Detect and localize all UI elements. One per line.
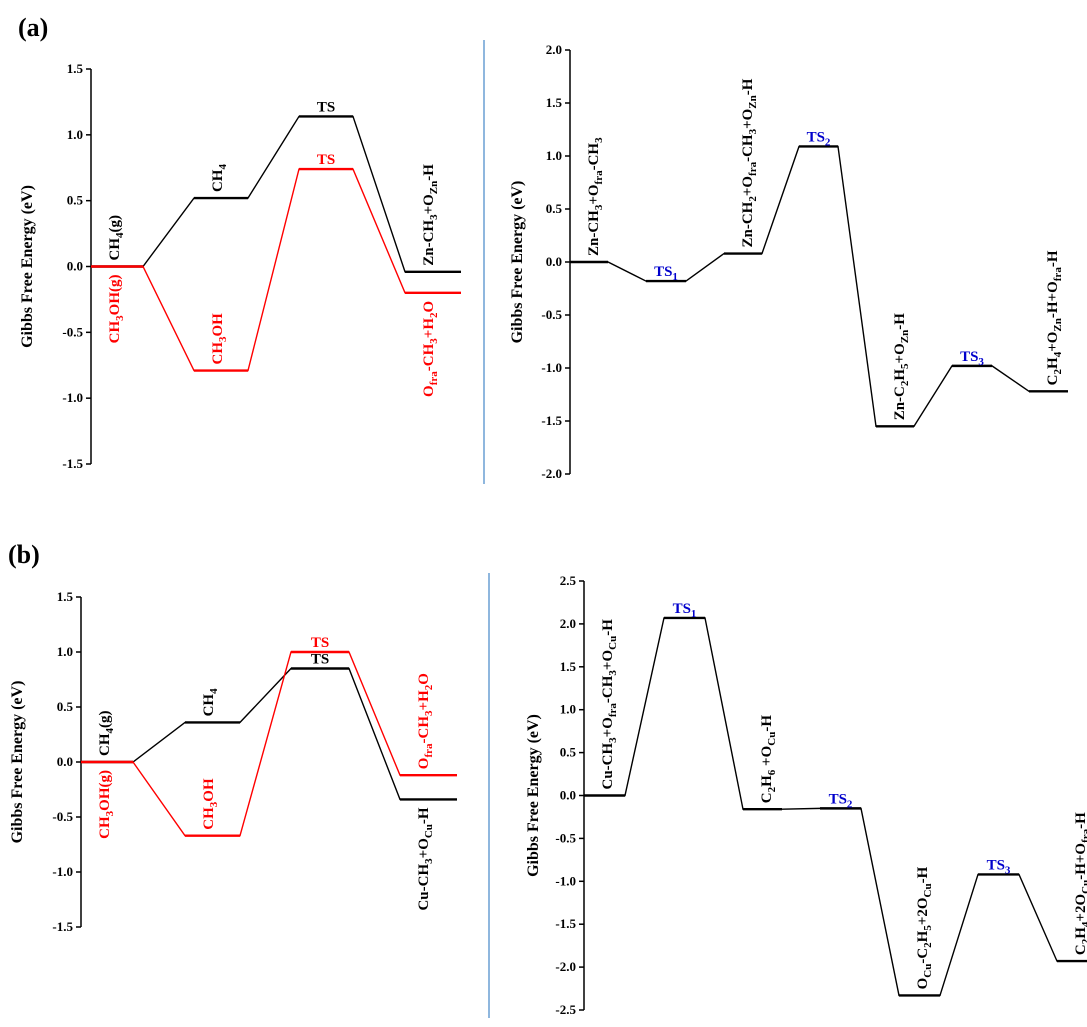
y-tick-label: 0.5 <box>560 745 577 760</box>
y-tick-label: -1.0 <box>62 390 83 405</box>
level-label: CH3OH <box>201 778 220 830</box>
y-tick-label: 0.0 <box>560 788 576 803</box>
y-tick-label: 0.0 <box>546 254 562 269</box>
series-black: Cu-CH3+Ofra-CH3+OCu-H TS1 C2H6 +OCu-H TS2 OC… <box>584 601 1087 997</box>
level-label: TS2 <box>829 791 853 810</box>
chart-3: (b) 1.5 1.0 0.5 0.0 -0.5 -1.0 -1.5 Gibbs Free En… <box>8 540 457 934</box>
y-tick-label: 0.5 <box>546 201 563 216</box>
level-label: Ofra-CH3+H2O <box>421 301 440 397</box>
y-tick-label: 1.0 <box>546 148 562 163</box>
level-label: TS <box>317 152 335 168</box>
series-red: CH3OH(g) CH3OH TS Ofra-CH3+H2O <box>81 635 457 839</box>
y-tick-label: 0.0 <box>57 754 73 769</box>
reaction-path <box>91 168 461 372</box>
y-tick-label: 1.5 <box>560 659 577 674</box>
panel-label: (b) <box>8 540 40 569</box>
level-label: TS <box>311 652 329 668</box>
y-tick-label: -0.5 <box>62 324 83 339</box>
level-label: TS3 <box>987 857 1011 876</box>
series-black: CH4(g) CH4 TS Cu-CH3+OCu-H <box>81 652 457 911</box>
y-tick-label: -1.0 <box>52 864 73 879</box>
level-label: CH3OH(g) <box>97 770 116 839</box>
reaction-path <box>91 115 461 273</box>
y-tick-label: 1.0 <box>57 644 73 659</box>
y-tick-label: 1.5 <box>57 589 74 604</box>
level-label: CH4(g) <box>107 215 126 261</box>
y-tick-label: 0.5 <box>57 699 74 714</box>
y-tick-label: -0.5 <box>52 809 73 824</box>
y-tick-label: 0.5 <box>67 193 84 208</box>
y-axis-label: Gibbs Free Energy (eV) <box>525 714 542 877</box>
level-label: TS1 <box>673 601 697 620</box>
y-tick-label: 2.0 <box>546 42 562 57</box>
y-tick-label: -2.0 <box>555 959 576 974</box>
y-axis-label: Gibbs Free Energy (eV) <box>9 681 26 844</box>
level-label: Zn-CH2+Ofra-CH3+OZn-H <box>740 78 759 247</box>
level-label: Cu-CH3+Ofra-CH3+OCu-H <box>600 619 619 790</box>
y-tick-label: 2.5 <box>560 573 577 588</box>
series-black: Zn-CH3+Ofra-CH3 TS1 Zn-CH2+Ofra-CH3+OZn-H T… <box>570 78 1068 428</box>
level-label: CH4 <box>210 164 229 193</box>
reaction-path <box>584 617 1087 997</box>
level-label: OCu-C2H5+2OCu-H <box>915 866 934 989</box>
reaction-path <box>81 651 457 837</box>
y-tick-label: -0.5 <box>555 830 576 845</box>
y-tick-label: -1.0 <box>555 873 576 888</box>
y-tick-label: -1.5 <box>555 916 576 931</box>
y-tick-label: 2.0 <box>560 616 576 631</box>
level-label: TS3 <box>960 349 984 368</box>
y-tick-label: -1.5 <box>541 413 562 428</box>
reaction-path <box>570 145 1068 427</box>
level-label: TS <box>311 635 329 651</box>
level-label: TS1 <box>654 264 678 283</box>
level-label: Zn-C2H5+OZn-H <box>892 313 911 421</box>
y-tick-label: -2.5 <box>555 1002 576 1017</box>
y-tick-label: -1.5 <box>62 456 83 471</box>
reaction-path <box>81 667 457 801</box>
y-tick-label: -1.0 <box>541 360 562 375</box>
y-tick-label: 1.0 <box>560 702 576 717</box>
y-tick-label: -0.5 <box>541 307 562 322</box>
level-label: C2H6 +OCu-H <box>759 715 778 804</box>
level-label: Zn-CH3+Ofra-CH3 <box>586 137 605 256</box>
chart-4: 2.5 2.0 1.5 1.0 0.5 0.0 -0.5 -1.0 -1.5 -2.0 -2.5 Gi… <box>525 573 1087 1017</box>
y-tick-label: 0.0 <box>67 259 83 274</box>
y-tick-label: -1.5 <box>52 919 73 934</box>
y-tick-label: 1.5 <box>546 95 563 110</box>
level-label: Ofra-CH3+H2O <box>416 673 435 769</box>
panel-label: (a) <box>18 13 48 42</box>
y-axis-label: Gibbs Free Energy (eV) <box>19 185 36 348</box>
level-label: Cu-CH3+OCu-H <box>416 807 435 910</box>
chart-1: (a) 1.5 1.0 0.5 0.0 -0.5 -1.0 -1.5 Gibbs Free En… <box>18 13 461 471</box>
level-label: TS <box>317 99 335 115</box>
level-label: TS2 <box>807 129 831 148</box>
level-label: CH4 <box>201 688 220 717</box>
level-label: CH3OH <box>210 313 229 365</box>
y-tick-label: -2.0 <box>541 466 562 481</box>
level-label: CH3OH(g) <box>107 274 126 343</box>
series-red: CH3OH(g) CH3OH TS Ofra-CH3+H2O <box>91 152 461 397</box>
y-axis-label: Gibbs Free Energy (eV) <box>509 181 526 344</box>
level-label: Zn-CH3+OZn-H <box>421 164 440 266</box>
y-tick-label: 1.5 <box>67 61 84 76</box>
series-black: CH4(g) CH4 TS Zn-CH3+OZn-H <box>91 99 461 273</box>
level-label: C2H4+2OCu-H+Ofra-H <box>1073 812 1087 955</box>
level-label: CH4(g) <box>97 711 116 757</box>
chart-2: 2.0 1.5 1.0 0.5 0.0 -0.5 -1.0 -1.5 -2.0 Gibbs Fre… <box>509 42 1068 481</box>
y-tick-label: 1.0 <box>67 127 83 142</box>
level-label: C2H4+OZn-H+Ofra-H <box>1045 250 1064 385</box>
